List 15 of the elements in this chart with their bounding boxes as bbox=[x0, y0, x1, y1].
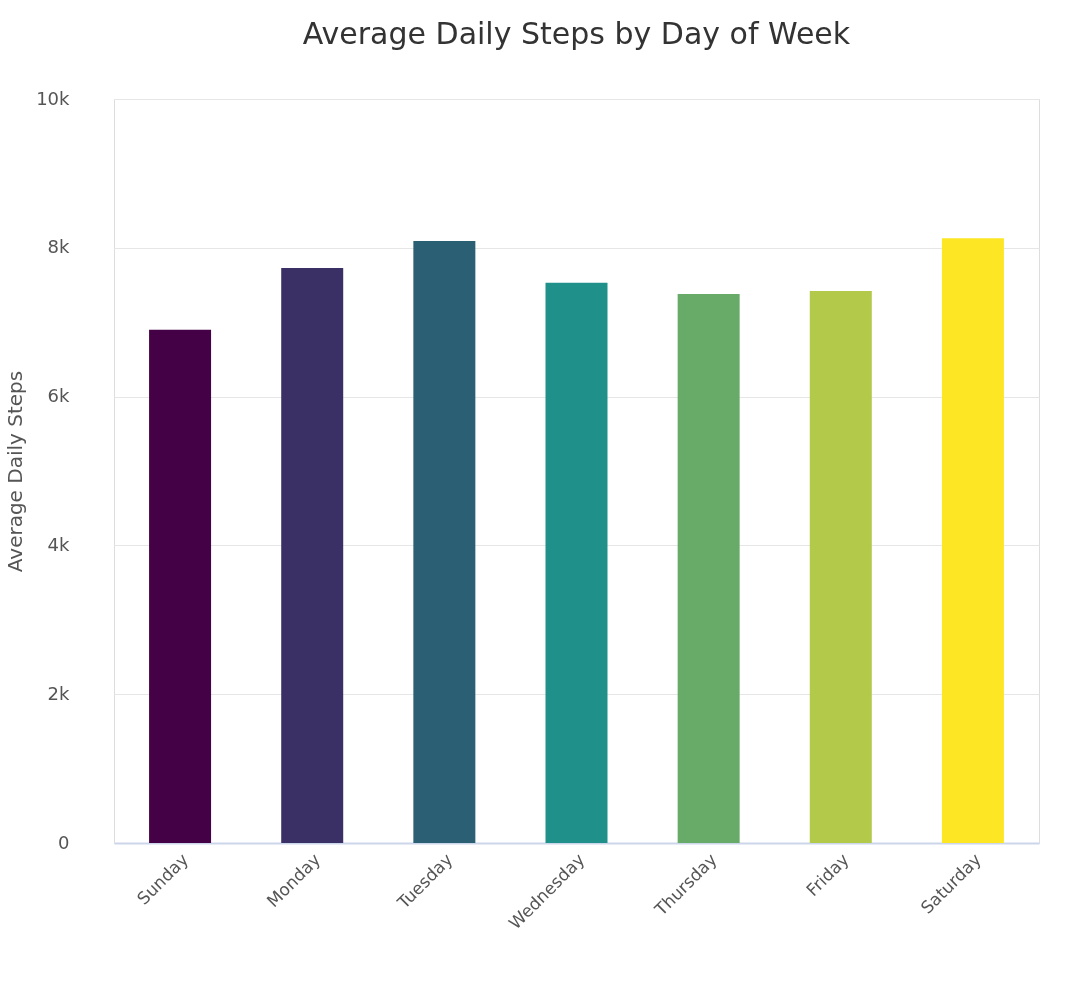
bar bbox=[281, 267, 344, 843]
y-tick-label: 4k bbox=[47, 533, 71, 555]
bar bbox=[941, 238, 1004, 843]
y-tick-label: 10k bbox=[36, 87, 71, 109]
bar bbox=[149, 329, 212, 843]
y-tick-label: 2k bbox=[47, 682, 71, 704]
y-tick-label: 0 bbox=[58, 831, 70, 853]
y-tick-label: 8k bbox=[47, 236, 71, 258]
y-axis-title: Average Daily Steps bbox=[3, 370, 28, 573]
chart-title: Average Daily Steps by Day of Week bbox=[302, 16, 851, 51]
bar bbox=[677, 293, 740, 843]
y-tick-label: 6k bbox=[47, 385, 71, 407]
bar bbox=[809, 290, 872, 843]
bar bbox=[545, 282, 608, 843]
bar bbox=[413, 241, 476, 843]
